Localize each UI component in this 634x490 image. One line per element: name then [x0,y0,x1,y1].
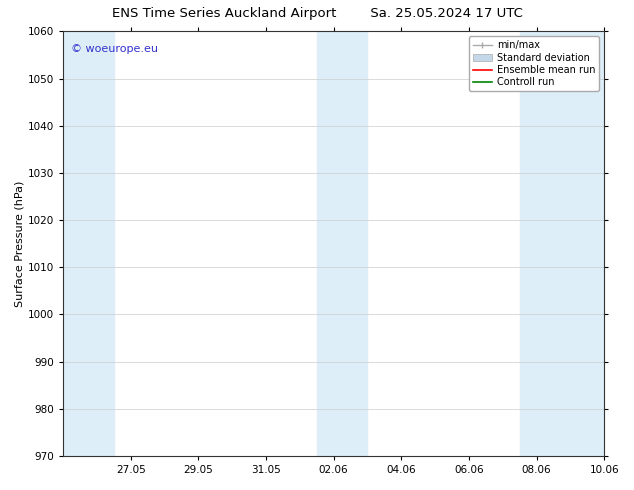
Bar [317,31,368,456]
Y-axis label: Surface Pressure (hPa): Surface Pressure (hPa) [15,180,25,307]
Legend: min/max, Standard deviation, Ensemble mean run, Controll run: min/max, Standard deviation, Ensemble me… [469,36,599,91]
Text: ENS Time Series Auckland Airport        Sa. 25.05.2024 17 UTC: ENS Time Series Auckland Airport Sa. 25.… [112,7,522,21]
Bar [520,31,604,456]
Bar [63,31,113,456]
Text: © woeurope.eu: © woeurope.eu [71,44,158,54]
